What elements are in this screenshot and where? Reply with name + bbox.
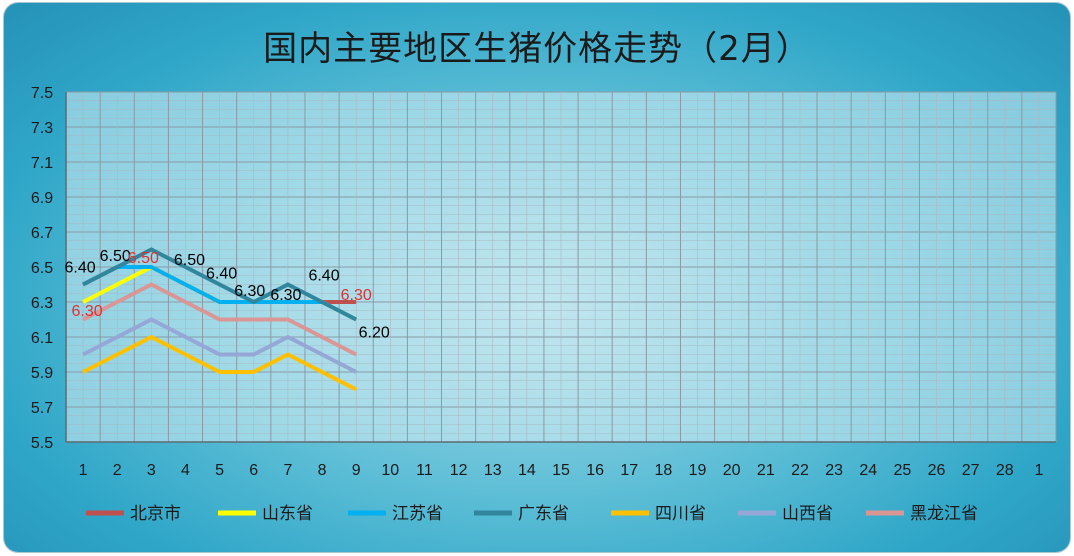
x-tick-label: 21 [757,462,775,479]
legend-label: 北京市 [130,504,181,524]
y-tick-label: 7.1 [31,155,53,172]
y-tick-label: 7.3 [31,120,53,137]
y-tick-label: 6.7 [31,225,53,242]
y-tick-label: 7.5 [31,85,53,102]
x-tick-label: 27 [962,462,980,479]
x-tick-label: 8 [318,462,327,479]
chart-svg: 5.55.75.96.16.36.56.76.97.17.37.51 2 3 4 5 6 7… [31,85,1057,524]
x-tick-label: 19 [689,462,707,479]
x-tick-label: 25 [893,462,911,479]
legend: 北京市 山东省 江苏省 广东省 四川省 山西省 黑龙江省 [86,504,978,524]
data-label: 6.30 [71,303,102,320]
x-tick-label: 1 [79,462,88,479]
legend-label: 四川省 [655,504,706,524]
y-tick-label: 6.9 [31,190,53,207]
series-line [82,265,358,322]
y-tick-label: 6.5 [31,260,53,277]
series-line [82,247,358,322]
data-label: 6.40 [64,260,95,277]
data-label: 6.50 [100,248,131,265]
y-tick-label: 6.1 [31,330,53,347]
data-label: 6.40 [206,266,237,283]
legend-label: 山东省 [262,504,313,524]
data-label: 6.20 [359,325,390,342]
legend-label: 江苏省 [392,504,443,524]
chart-panel: 国内主要地区生猪价格走势（2月） 5.5 5.7 5.9 6.1 6.3 6.5 6.7 6.… [4,3,1070,552]
y-tick-label: 5.9 [31,365,53,382]
data-label: 6.30 [341,287,372,304]
x-tick-label: 3 [147,462,156,479]
x-tick-label: 28 [996,462,1014,479]
chart-title: 国内主要地区生猪价格走势（2月） [263,29,811,69]
x-tick-label: 26 [928,462,946,479]
x-tick-label: 14 [518,462,536,479]
x-tick-label: 24 [859,462,877,479]
x-tick-label: 1 [1034,462,1043,479]
x-tick-label: 10 [381,462,399,479]
y-tick-label: 5.7 [31,400,53,417]
x-tick-label: 16 [586,462,604,479]
x-tick-label: 6 [249,462,258,479]
x-tick-label: 7 [283,462,292,479]
legend-label: 黑龙江省 [910,504,978,524]
x-tick-label: 20 [723,462,741,479]
data-label: 6.30 [234,283,265,300]
x-tick-label: 15 [552,462,570,479]
x-tick-label: 17 [620,462,638,479]
x-tick-label: 12 [450,462,468,479]
x-tick-label: 18 [655,462,673,479]
x-tick-label: 11 [416,462,433,479]
data-label: 6.50 [174,252,205,269]
series-line [82,282,358,357]
x-tick-label: 2 [113,462,122,479]
y-tick-label: 5.5 [31,435,53,452]
series-line [82,334,358,392]
data-label: 6.50 [128,250,159,267]
data-label: 6.40 [308,268,339,285]
x-tick-label: 4 [181,462,190,479]
x-tick-label: 22 [791,462,809,479]
y-tick-label: 6.3 [31,295,53,312]
legend-label: 广东省 [518,504,569,524]
x-tick-label: 9 [352,462,361,479]
legend-label: 山西省 [782,504,833,524]
series-lines [82,247,358,392]
x-tick-label: 13 [484,462,502,479]
x-tick-label: 23 [825,462,843,479]
series-line [82,317,358,374]
data-label: 6.30 [270,287,301,304]
x-tick-label: 5 [215,462,224,479]
